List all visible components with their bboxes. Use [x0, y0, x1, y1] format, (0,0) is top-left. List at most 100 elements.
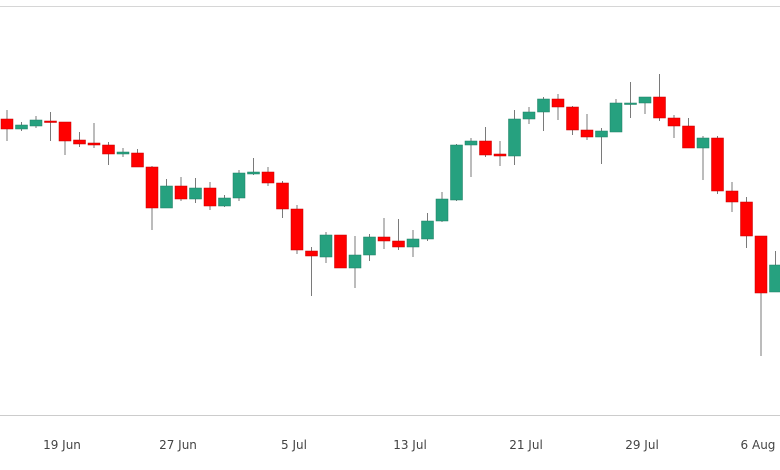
candle-body-up	[319, 234, 333, 258]
candle-body-up	[189, 187, 202, 200]
candle-body-down	[653, 96, 666, 119]
candle-18-jul	[479, 127, 492, 157]
candle-31-jul	[667, 115, 681, 138]
x-tick-label: 27 Jun	[159, 438, 197, 452]
candle-body-down	[44, 120, 57, 123]
candle-4-jul	[276, 181, 289, 218]
candle-24-jul	[566, 106, 579, 135]
candle-5-aug	[740, 197, 753, 248]
candle-23-jul	[551, 94, 565, 120]
candle-body-down	[392, 240, 405, 248]
candle-2-jul	[247, 158, 260, 175]
candle-body-down	[334, 234, 347, 269]
candle-body-up	[638, 96, 652, 104]
candle-body-up	[232, 172, 246, 199]
candle-6-aug	[754, 235, 768, 356]
candles	[0, 74, 780, 356]
candle-5-jul	[290, 205, 304, 254]
candle-25-jun	[145, 166, 159, 230]
candle-3-aug	[711, 136, 724, 194]
candle-body-down	[682, 125, 695, 149]
candle-body-up	[160, 185, 173, 209]
x-tick-label: 13 Jul	[393, 438, 427, 452]
candle-1-jul	[232, 170, 246, 201]
candle-body-up	[435, 198, 449, 222]
candle-body-down	[551, 98, 565, 108]
candle-body-up	[116, 151, 130, 155]
candle-22-jun	[102, 142, 115, 165]
candle-28-jun	[189, 178, 202, 203]
candle-11-jul	[377, 218, 391, 249]
x-tick-label: 5 Jul	[281, 438, 307, 452]
candle-7-jul	[319, 232, 333, 263]
candle-15-jul	[435, 192, 449, 222]
candle-21-jun	[87, 123, 101, 148]
candle-29-jul	[638, 96, 652, 114]
candle-body-down	[261, 171, 275, 184]
candle-17-jul	[464, 138, 478, 177]
candle-body-up	[450, 144, 463, 201]
candle-body-down	[667, 117, 681, 127]
candle-22-jul	[537, 97, 550, 131]
candle-14-jul	[421, 213, 434, 241]
candle-body-down	[305, 250, 318, 257]
candle-body-down	[566, 106, 579, 131]
candle-body-up	[348, 254, 362, 269]
candle-body-up	[609, 102, 623, 133]
candle-24-jun	[131, 149, 144, 168]
candle-body-down	[58, 121, 72, 142]
candle-body-down	[131, 152, 144, 168]
candle-body-up	[247, 171, 260, 175]
candle-26-jun	[160, 179, 173, 209]
candle-body-down	[493, 153, 507, 157]
candle-body-up	[15, 124, 28, 130]
candle-body-up	[29, 119, 43, 127]
candle-body-down	[479, 140, 492, 156]
candle-27-jun	[174, 177, 188, 201]
candle-12-jul	[392, 219, 405, 250]
candle-body-down	[174, 185, 188, 200]
candle-20-jun	[73, 132, 86, 147]
candle-body-down	[276, 182, 289, 210]
candle-28-jul	[624, 82, 637, 118]
candle-30-jun	[218, 195, 231, 207]
candle-body-up	[537, 98, 550, 113]
candle-19-jul	[493, 141, 507, 166]
candle-7-aug	[769, 251, 780, 293]
candle-body-down	[711, 137, 724, 192]
candle-body-up	[769, 264, 780, 293]
candle-body-down	[725, 190, 739, 203]
candle-body-down	[145, 166, 159, 209]
candle-body-up	[421, 220, 434, 240]
candle-body-up	[363, 236, 376, 256]
candle-body-down	[377, 236, 391, 242]
candle-18-jun	[44, 112, 57, 141]
candle-body-up	[595, 130, 608, 138]
candle-body-down	[0, 118, 14, 130]
candle-19-jun	[58, 121, 72, 155]
candle-6-jul	[305, 247, 318, 296]
candle-body-up	[522, 111, 536, 120]
candle-1-aug	[682, 118, 695, 149]
candle-8-jul	[334, 234, 347, 269]
candle-17-jun	[29, 116, 43, 128]
candle-23-jun	[116, 148, 130, 157]
candle-26-jul	[595, 128, 608, 164]
candle-27-jul	[609, 99, 623, 133]
candle-body-up	[696, 137, 710, 149]
candle-3-jul	[261, 167, 275, 186]
candle-9-jul	[348, 236, 362, 288]
candle-body-down	[580, 129, 594, 138]
candle-30-jul	[653, 74, 666, 121]
candle-body-down	[754, 235, 768, 294]
x-tick-label: 19 Jun	[43, 438, 81, 452]
candle-20-jul	[508, 110, 521, 165]
x-tick-label: 6 Aug	[741, 438, 776, 452]
candle-body-up	[464, 140, 478, 146]
candle-16-jul	[450, 144, 463, 201]
x-tick-label: 21 Jul	[509, 438, 543, 452]
candle-body-down	[203, 187, 217, 207]
candle-10-jul	[363, 234, 376, 261]
candle-body-down	[87, 142, 101, 146]
candle-16-jun	[15, 122, 28, 131]
